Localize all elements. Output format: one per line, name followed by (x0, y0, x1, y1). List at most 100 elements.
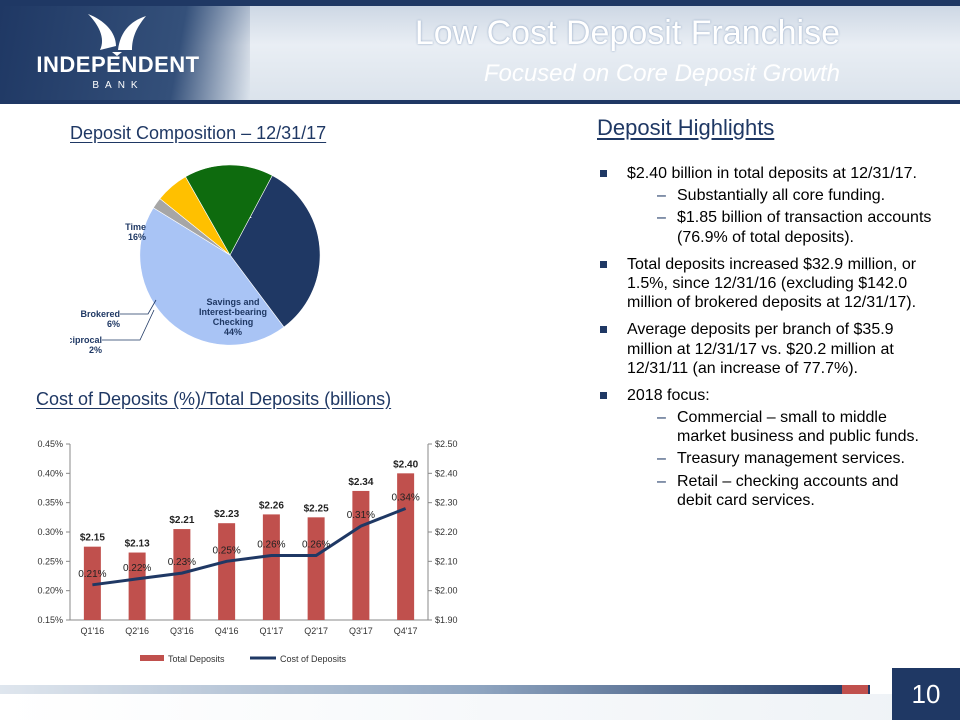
left-tick-label: 0.30% (37, 527, 63, 537)
slide-title: Low Cost Deposit Franchise (414, 14, 840, 52)
right-tick-label: $2.10 (435, 556, 458, 566)
pie-label: Time (125, 222, 146, 232)
category-label: Q1'17 (260, 626, 284, 636)
pie-label: Checking (213, 317, 254, 327)
pie-label: Savings and (206, 297, 259, 307)
highlight-text: Average deposits per branch of $35.9 mil… (627, 321, 894, 377)
legend-label-total-deposits: Total Deposits (168, 654, 225, 664)
bank-logo: INDEPENDENT BANK (28, 10, 208, 95)
legend-swatch-total-deposits (140, 655, 164, 661)
dash-bullet-icon: – (657, 409, 666, 427)
header-top-rule (0, 0, 960, 6)
logo-subtext: BANK (92, 80, 144, 91)
header-logo-panel (0, 6, 250, 100)
pie-label: 6% (107, 319, 120, 329)
pie-label: 16% (128, 232, 146, 242)
highlight-subitem: – Commercial – small to middle market bus… (627, 408, 937, 446)
bar-value-label: $2.40 (393, 459, 418, 470)
slide-subtitle: Focused on Core Deposit Growth (483, 60, 840, 87)
bar-value-label: $2.25 (304, 503, 329, 514)
left-tick-label: 0.20% (37, 586, 63, 596)
highlight-subitem-text: Commercial – small to middle market busi… (677, 409, 919, 446)
left-tick-label: 0.35% (37, 498, 63, 508)
highlights-list: $2.40 billion in total deposits at 12/31… (597, 164, 937, 518)
bar-value-label: $2.21 (169, 515, 194, 526)
bar-value-label: $2.15 (80, 533, 105, 544)
highlight-text: $2.40 billion in total deposits at 12/31… (627, 165, 917, 182)
left-tick-label: 0.45% (37, 439, 63, 449)
page-number: 10 (892, 668, 960, 720)
bar-value-label: $2.23 (214, 509, 239, 520)
right-tick-label: $1.90 (435, 615, 458, 625)
pie-slice-non-interest-bearing (229, 175, 321, 328)
highlight-item: Average deposits per branch of $35.9 mil… (597, 320, 937, 378)
highlight-subitem: – Retail – checking accounts and debit ca… (627, 472, 937, 510)
category-label: Q3'17 (349, 626, 373, 636)
highlight-item: 2018 focus: – Commercial – small to middle… (597, 386, 937, 510)
line-value-label: 0.22% (123, 563, 151, 574)
dash-bullet-icon: – (657, 472, 666, 490)
line-value-label: 0.31% (347, 510, 375, 521)
line-value-label: 0.21% (78, 569, 106, 580)
highlight-subitem-text: Treasury management services. (677, 450, 905, 468)
line-value-label: 0.26% (257, 539, 285, 550)
pie-label: 44% (224, 327, 242, 337)
pie-label: Interest-bearing (199, 307, 267, 317)
pie-slice-time (185, 164, 273, 256)
header-bottom-rule (0, 100, 960, 104)
highlight-subitem: – Substantially all core funding. (627, 186, 937, 205)
left-tick-label: 0.25% (37, 556, 63, 566)
footer-accent (842, 685, 868, 694)
highlight-text: 2018 focus: (627, 386, 710, 404)
square-bullet-icon (600, 326, 607, 334)
right-tick-label: $2.50 (435, 439, 458, 449)
square-bullet-icon (600, 260, 607, 268)
left-tick-label: 0.40% (37, 468, 63, 478)
highlight-subitem: – $1.85 billion of transaction accounts (… (627, 208, 937, 246)
pie-label: Reciprocal (70, 335, 102, 345)
right-tick-label: $2.00 (435, 586, 458, 596)
bar-total-deposits (218, 523, 236, 620)
category-label: Q2'17 (304, 626, 328, 636)
category-label: Q4'17 (394, 626, 418, 636)
line-cost-of-deposits (92, 507, 407, 587)
logo-wordmark: INDEPENDENT (36, 52, 200, 77)
highlight-text: Total deposits increased $32.9 million, … (627, 255, 917, 312)
left-tick-label: 0.15% (37, 615, 63, 625)
bar-total-deposits (262, 514, 280, 620)
category-label: Q1'16 (81, 626, 105, 636)
dash-bullet-icon: – (657, 209, 666, 227)
dash-bullet-icon: – (657, 187, 666, 205)
right-tick-label: $2.20 (435, 527, 458, 537)
bar-chart-title: Cost of Deposits (%)/Total Deposits (bil… (36, 389, 392, 409)
pie-label: 2% (89, 345, 102, 355)
bar-value-label: $2.13 (125, 539, 150, 550)
highlight-subitem-text: $1.85 billion of transaction accounts (7… (677, 209, 932, 246)
eagle-icon (88, 14, 146, 56)
deposit-composition-pie-chart: Non-interestBearing32%Savings andInteres… (70, 164, 321, 355)
pie-label: Brokered (80, 309, 120, 319)
square-bullet-icon (600, 170, 607, 177)
pie-slice-savings-and-interest-bearing-checking (139, 207, 285, 346)
cost-of-deposits-combo-chart: 0.15% 0.20% 0.25% 0.30% 0.35% 0.40% 0.45% $1.90… (37, 439, 458, 664)
bar-total-deposits (307, 517, 325, 620)
footer-background (0, 694, 960, 720)
bar-value-label: $2.26 (259, 500, 284, 511)
line-value-label: 0.26% (302, 539, 330, 550)
line-value-label: 0.23% (168, 557, 196, 568)
line-value-label: 0.34% (391, 493, 419, 504)
legend-label-cost-of-deposits: Cost of Deposits (280, 654, 347, 664)
bar-total-deposits (128, 552, 146, 620)
right-tick-label: $2.40 (435, 468, 458, 478)
footer-band (0, 685, 870, 694)
category-label: Q2'16 (125, 626, 149, 636)
right-tick-label: $2.30 (435, 498, 458, 508)
highlight-item: $2.40 billion in total deposits at 12/31… (597, 164, 937, 247)
pie-chart-title: Deposit Composition – 12/31/17 (70, 123, 327, 143)
bar-value-label: $2.34 (348, 477, 373, 488)
category-label: Q4'16 (215, 626, 239, 636)
dash-bullet-icon: – (657, 450, 666, 468)
pie-leader-line (102, 309, 155, 341)
highlight-subitem: – Treasury management services. (627, 449, 937, 468)
highlights-title: Deposit Highlights (597, 115, 775, 140)
